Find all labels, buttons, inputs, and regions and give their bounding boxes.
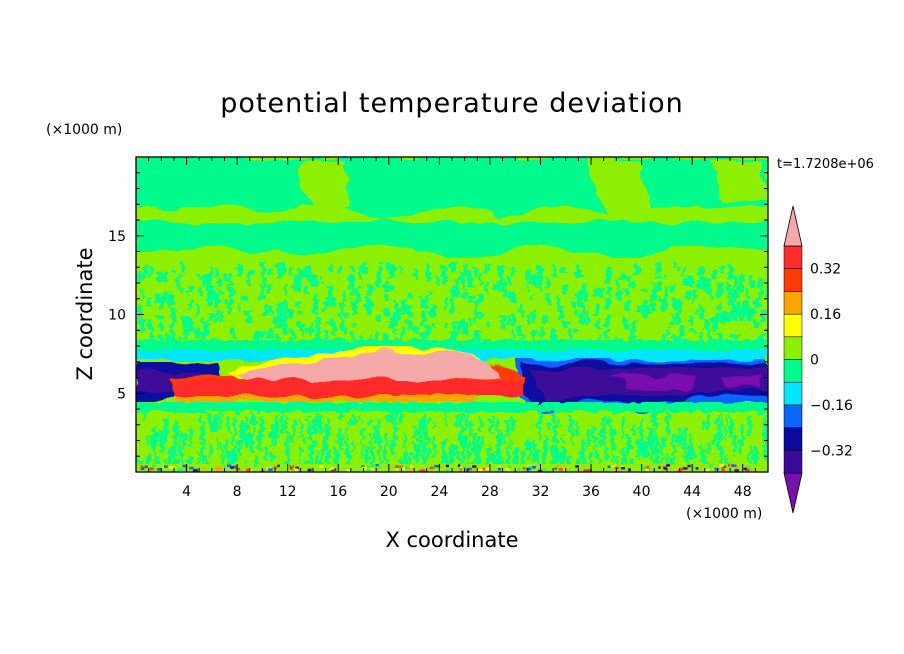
y-unit-label: (×1000 m) — [46, 122, 122, 138]
colorbar-bin — [783, 245, 803, 269]
x-tick-label: 36 — [582, 484, 600, 500]
x-tick-label: 48 — [734, 484, 752, 500]
surface-layer — [136, 464, 768, 472]
y-axis-label: Z coordinate — [73, 247, 97, 380]
y-tick-label: 15 — [108, 229, 126, 245]
x-tick-label: 28 — [481, 484, 499, 500]
time-label: t=1.7208e+06 — [777, 157, 874, 172]
colorbar-extend-min — [783, 472, 803, 514]
x-tick-label: 8 — [233, 484, 242, 500]
x-tick-label: 20 — [380, 484, 398, 500]
x-axis: 4 8 12 16 20 24 28 32 36 40 44 48 — [148, 157, 756, 500]
x-tick-label: 24 — [430, 484, 448, 500]
x-unit-label: (×1000 m) — [686, 506, 762, 522]
x-tick-label: 12 — [279, 484, 297, 500]
colorbar: 0.32 0.16 0 −0.16 −0.32 — [783, 205, 853, 514]
y-tick-label: 10 — [108, 308, 126, 324]
colorbar-label: −0.32 — [810, 443, 853, 459]
lower-layer — [136, 402, 768, 472]
x-tick-label: 44 — [683, 484, 701, 500]
x-tick-label: 4 — [182, 484, 191, 500]
colorbar-bin — [783, 381, 803, 406]
upper-layer — [136, 157, 768, 258]
colorbar-bin — [783, 427, 803, 451]
colorbar-bin — [783, 404, 803, 428]
cold-pool-east — [515, 358, 768, 414]
colorbar-extend-max — [783, 205, 803, 247]
colorbar-bin — [783, 291, 803, 315]
warm-core — [170, 346, 525, 402]
colorbar-bin — [783, 450, 803, 474]
colorbar-label: 0.16 — [810, 307, 841, 323]
x-tick-label: 40 — [633, 484, 651, 500]
colorbar-bin — [783, 313, 803, 338]
colorbar-label: 0 — [810, 353, 819, 369]
colorbar-label: −0.16 — [810, 398, 853, 414]
middle-layer — [136, 262, 768, 358]
colorbar-bin — [783, 359, 803, 383]
y-tick-label: 5 — [117, 386, 126, 402]
chart-title: potential temperature deviation — [220, 88, 683, 119]
colorbar-bin — [783, 336, 803, 360]
plot-area — [136, 157, 768, 472]
x-axis-label: X coordinate — [385, 528, 518, 552]
x-tick-label: 16 — [329, 484, 347, 500]
colorbar-bin — [783, 268, 803, 292]
x-tick-label: 32 — [532, 484, 550, 500]
colorbar-label: 0.32 — [810, 262, 841, 278]
y-axis: 5 10 15 — [108, 172, 768, 457]
